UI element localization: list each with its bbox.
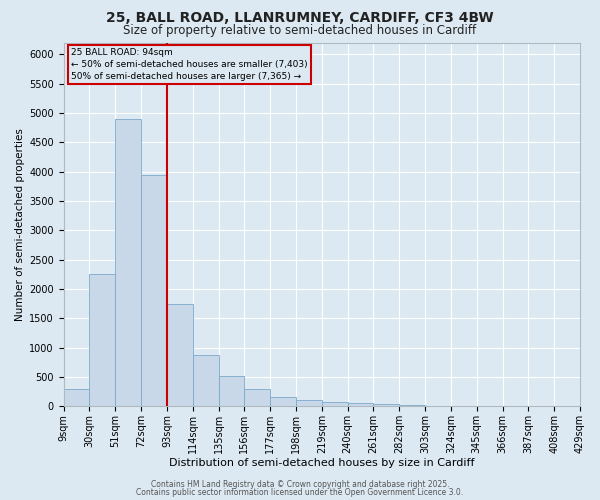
Bar [167,304,193,406]
Text: Size of property relative to semi-detached houses in Cardiff: Size of property relative to semi-detach… [124,24,476,37]
Bar [64,390,89,406]
Bar [89,274,115,406]
Text: 25, BALL ROAD, LLANRUMNEY, CARDIFF, CF3 4BW: 25, BALL ROAD, LLANRUMNEY, CARDIFF, CF3 … [106,12,494,26]
X-axis label: Distribution of semi-detached houses by size in Cardiff: Distribution of semi-detached houses by … [169,458,475,468]
Bar [399,405,425,406]
Bar [115,119,141,406]
Text: Contains public sector information licensed under the Open Government Licence 3.: Contains public sector information licen… [136,488,464,497]
Y-axis label: Number of semi-detached properties: Number of semi-detached properties [15,128,25,321]
Bar [347,403,373,406]
Text: Contains HM Land Registry data © Crown copyright and database right 2025.: Contains HM Land Registry data © Crown c… [151,480,449,489]
Bar [373,404,399,406]
Bar [270,397,296,406]
Bar [322,402,347,406]
Bar [296,400,322,406]
Bar [141,174,167,406]
Bar [218,376,244,406]
Bar [244,390,270,406]
Bar [193,354,218,406]
Text: 25 BALL ROAD: 94sqm
← 50% of semi-detached houses are smaller (7,403)
50% of sem: 25 BALL ROAD: 94sqm ← 50% of semi-detach… [71,48,308,80]
